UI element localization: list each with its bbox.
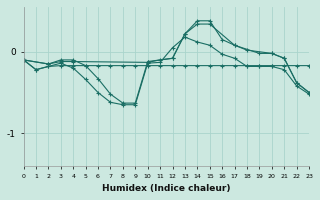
X-axis label: Humidex (Indice chaleur): Humidex (Indice chaleur) xyxy=(102,184,231,193)
